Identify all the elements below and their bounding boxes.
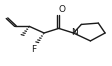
Text: O: O <box>58 5 65 14</box>
Text: N: N <box>70 28 77 37</box>
Text: F: F <box>31 45 36 54</box>
